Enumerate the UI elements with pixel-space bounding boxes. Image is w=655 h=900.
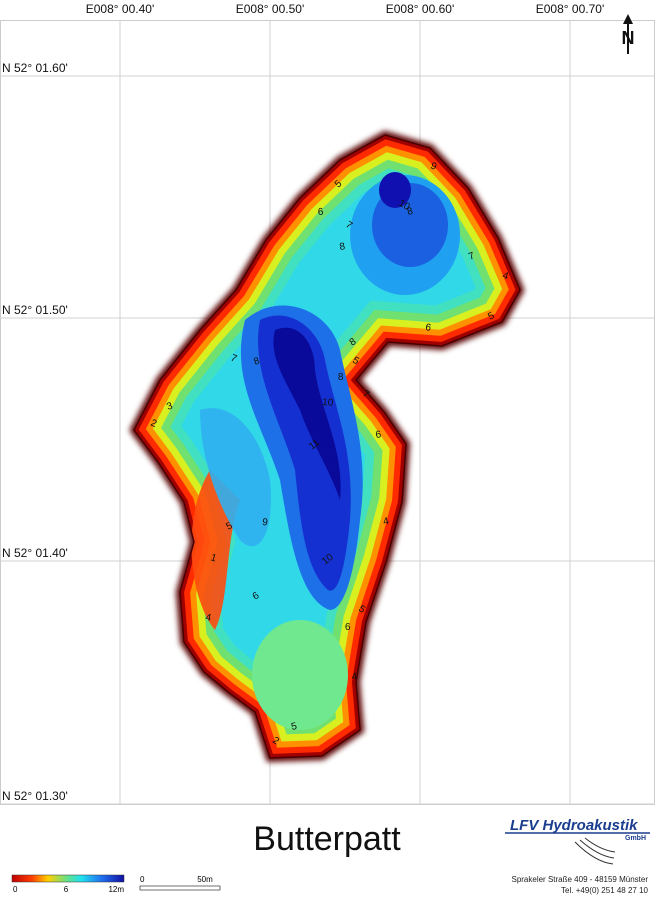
contour-label: 8 bbox=[338, 372, 344, 383]
longitude-label: E008° 00.40' bbox=[86, 2, 154, 16]
lake bbox=[134, 135, 520, 758]
contour-label: 8 bbox=[339, 241, 347, 253]
contour-label: 8 bbox=[406, 206, 415, 218]
depth-label: 0 bbox=[13, 885, 18, 894]
contour-label: 4 bbox=[501, 270, 510, 282]
north-label: N bbox=[622, 28, 635, 48]
map-title: Butterpatt bbox=[253, 820, 401, 858]
company-name: LFV Hydroakustik bbox=[510, 817, 638, 834]
latitude-label: N 52° 01.30' bbox=[2, 789, 68, 803]
depth-label: 6 bbox=[64, 885, 69, 894]
latitude-label: N 52° 01.50' bbox=[2, 303, 68, 317]
contour-label: 9 bbox=[262, 517, 269, 528]
contour-label: 5 bbox=[486, 310, 496, 323]
contour-label: 6 bbox=[251, 590, 262, 603]
contour-label: 2 bbox=[149, 418, 159, 430]
contour-label: 5 bbox=[333, 178, 345, 190]
contour-label: 5 bbox=[290, 721, 298, 733]
scale-label: 50m bbox=[197, 875, 213, 884]
contour-label: 8 bbox=[252, 355, 261, 367]
scale-label: 0 bbox=[140, 875, 145, 884]
company-address: Sprakeler Straße 409 - 48159 Münster bbox=[511, 875, 648, 884]
contour-label: 7 bbox=[229, 353, 239, 365]
contour-label: 7 bbox=[467, 250, 477, 262]
longitude-label: E008° 00.70' bbox=[536, 2, 604, 16]
contour-label: 7 bbox=[343, 219, 354, 231]
company-logo: LFV Hydroakustik GmbH Sprakeler Straße 4… bbox=[505, 817, 650, 895]
scale-bar bbox=[139, 885, 221, 891]
depth-color-bar bbox=[11, 874, 125, 883]
latitude-label: N 52° 01.60' bbox=[2, 61, 68, 75]
company-phone: Tel. +49(0) 251 48 27 10 bbox=[561, 886, 649, 895]
longitude-label: E008° 00.60' bbox=[386, 2, 454, 16]
contour-label: 7 bbox=[360, 388, 371, 400]
contour-label: 5 bbox=[351, 355, 362, 368]
contour-label: 1 bbox=[209, 552, 218, 564]
contour-label: 8 bbox=[348, 336, 359, 348]
longitude-label: E008° 00.50' bbox=[236, 2, 304, 16]
contour-label: 5 bbox=[224, 520, 234, 533]
contour-label: 10 bbox=[322, 397, 334, 409]
latitude-label: N 52° 01.40' bbox=[2, 546, 68, 560]
contour-label: 4 bbox=[351, 671, 358, 683]
north-arrow: N bbox=[622, 14, 635, 54]
contour-label: 4 bbox=[382, 516, 390, 528]
contour-label: 10 bbox=[397, 198, 412, 213]
contour-label: 2 bbox=[271, 735, 282, 748]
company-suffix: GmbH bbox=[625, 835, 646, 842]
depth-label: 12m bbox=[108, 885, 124, 894]
contour-label: 6 bbox=[345, 622, 351, 633]
contour-label: 9 bbox=[429, 161, 439, 173]
contour-label: 6 bbox=[424, 322, 432, 334]
contour-label: 4 bbox=[204, 612, 212, 624]
contour-label: 6 bbox=[318, 207, 325, 218]
contour-label: 3 bbox=[165, 400, 174, 412]
contour-label: 5 bbox=[356, 604, 367, 616]
contour-label: 6 bbox=[375, 429, 382, 441]
